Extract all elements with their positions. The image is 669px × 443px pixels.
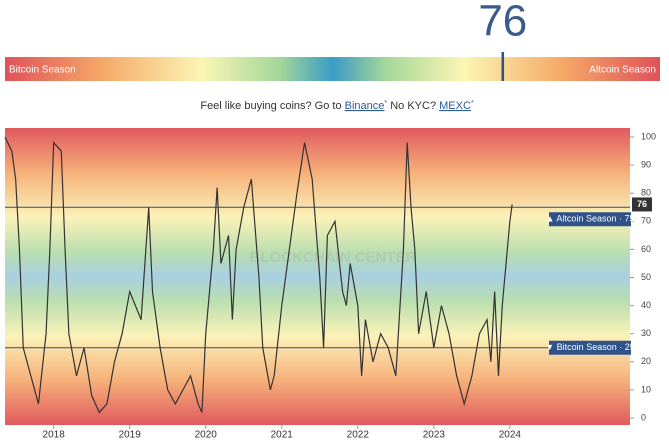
x-tick-label: 2021 (271, 430, 294, 441)
y-tick-label: 80 (641, 188, 651, 198)
index-line (4, 136, 513, 414)
y-tick-label: 70 (641, 216, 651, 226)
threshold-label: ▼ Bitcoin Season · 25 (545, 342, 634, 352)
y-tick-label: 100 (641, 131, 656, 141)
threshold-box (549, 212, 631, 227)
threshold-box (549, 340, 631, 355)
x-tick-label: 2022 (347, 430, 370, 441)
binance-link[interactable]: Binance (345, 100, 385, 112)
promo: Feel like buying coins? Go to (200, 100, 341, 112)
x-tick-label: 2019 (119, 430, 142, 441)
gauge-bar (5, 57, 660, 81)
y-tick-label: 40 (641, 300, 651, 310)
x-tick-label: 2018 (43, 430, 66, 441)
promo-text: Feel like buying coins? Go to Binance* N… (200, 100, 474, 112)
x-tick-label: 2023 (423, 430, 446, 441)
chart-background (5, 128, 630, 425)
y-tick-label: 20 (641, 356, 651, 366)
y-tick-label: 30 (641, 328, 651, 338)
y-tick-label: 0 (641, 412, 646, 422)
promo: No KYC? (390, 100, 436, 112)
x-tick-label: 2020 (195, 430, 218, 441)
gauge-value: 76 (478, 0, 527, 46)
current-box (632, 197, 652, 212)
x-tick-label: 2024 (499, 430, 522, 441)
sup: * (384, 100, 387, 107)
y-tick-label: 60 (641, 244, 651, 254)
y-tick-label: 50 (641, 272, 651, 282)
sup: * (471, 100, 474, 107)
threshold-label: ▲ Altcoin Season · 75 (546, 214, 635, 224)
mexc-link[interactable]: MEXC (439, 100, 471, 112)
watermark: BLOCKCHAIN CENTER (250, 249, 417, 266)
current-label: 76 (637, 199, 647, 209)
gauge-right-label: Altcoin Season (589, 65, 656, 76)
gauge-left-label: Bitcoin Season (9, 65, 76, 76)
y-tick-label: 10 (641, 384, 651, 394)
y-tick-label: 90 (641, 159, 651, 169)
